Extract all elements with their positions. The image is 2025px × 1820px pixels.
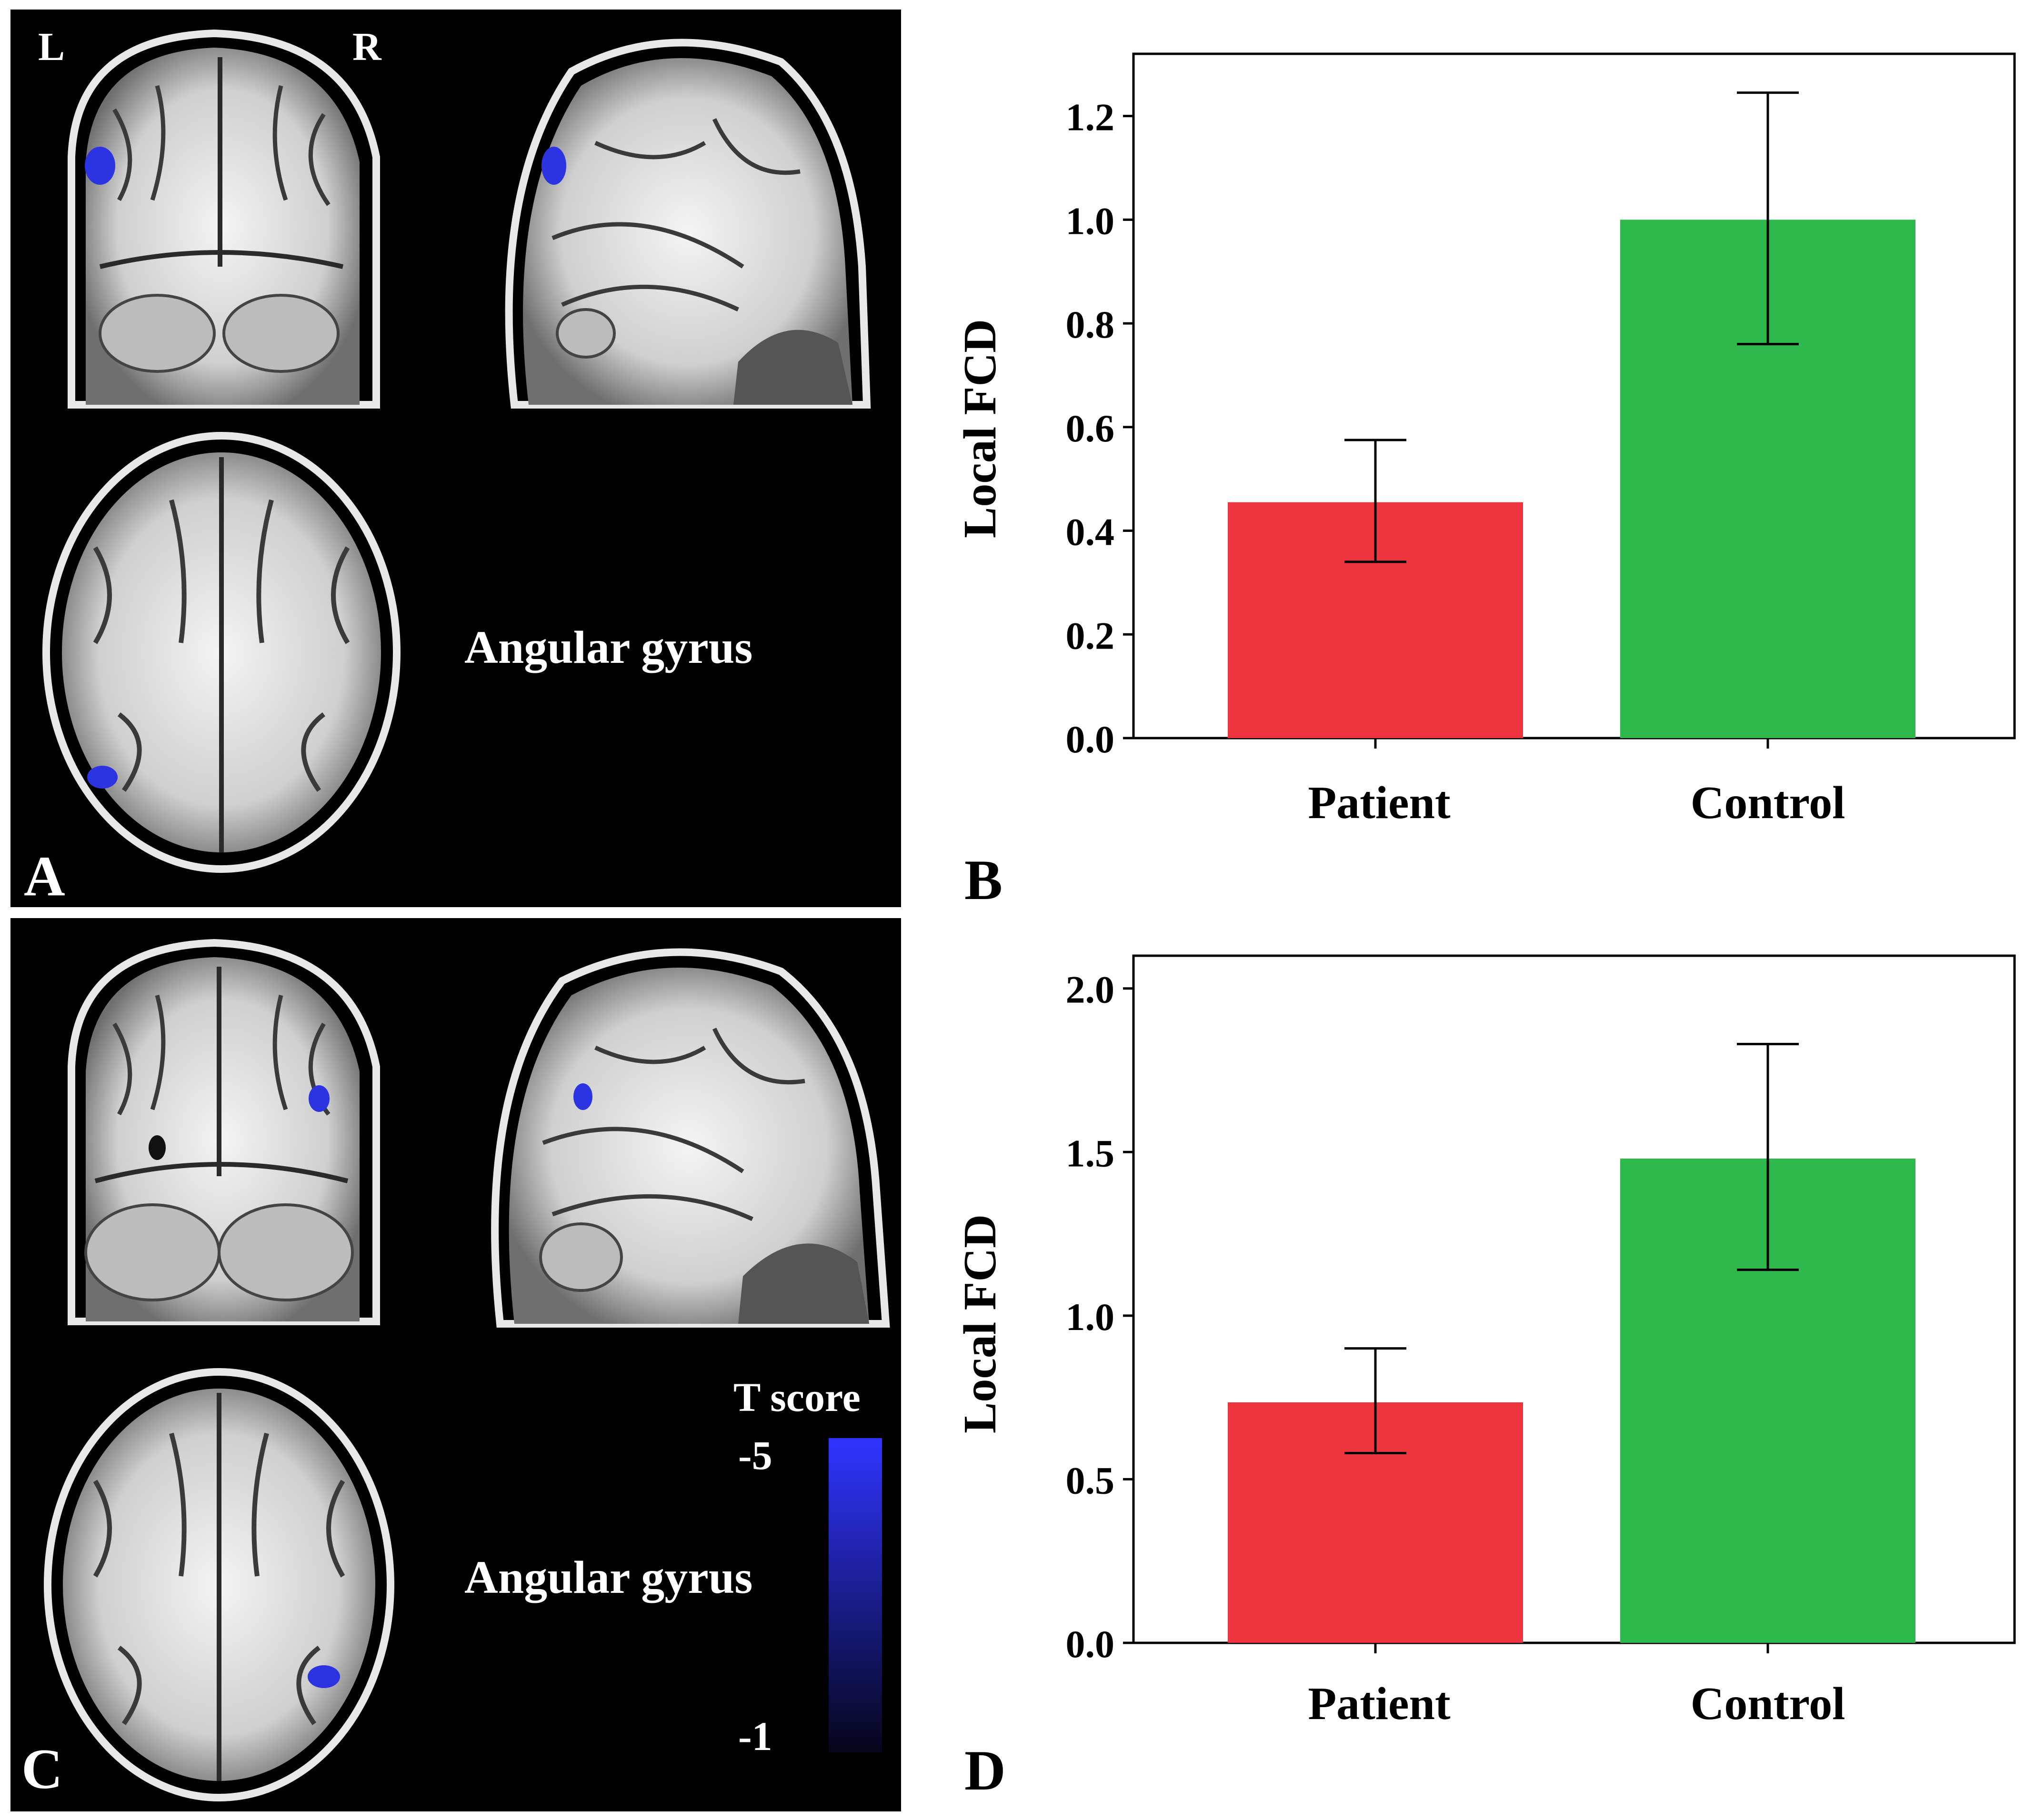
activation-blob xyxy=(85,147,115,185)
chart-b-category-patient: Patient xyxy=(1308,777,1451,829)
y-tick-label: 0.2 xyxy=(1066,614,1115,657)
axial-slice-a xyxy=(42,432,401,873)
region-label-c: Angular gyrus xyxy=(464,1552,752,1603)
panel-a: L R Angular gyrus A xyxy=(10,10,901,908)
y-tick-label: 0.0 xyxy=(1066,1622,1115,1666)
colorbar-title: T score xyxy=(733,1374,861,1420)
region-label-a: Angular gyrus xyxy=(464,622,752,673)
chart-d-category-patient: Patient xyxy=(1308,1678,1451,1730)
y-tick-label: 2.0 xyxy=(1066,968,1115,1011)
activation-blob xyxy=(309,1085,330,1112)
chart-d-category-control: Control xyxy=(1691,1678,1845,1730)
chart-b-ylabel: Local FCD xyxy=(954,319,1006,538)
panel-letter-c: C xyxy=(21,1737,63,1800)
panel-c: Angular gyrus T score -5 -1 C xyxy=(10,918,901,1811)
colorbar-gradient xyxy=(829,1438,882,1752)
colorbar-max-label: -5 xyxy=(738,1432,772,1478)
orientation-left-label: L xyxy=(38,25,65,69)
y-tick-label: 0.8 xyxy=(1066,303,1115,346)
y-tick-label: 0.0 xyxy=(1066,718,1115,761)
y-tick-label: 0.5 xyxy=(1066,1459,1115,1502)
chart-d-plot-frame xyxy=(1132,954,2016,1644)
chart-d-ylabel: Local FCD xyxy=(954,1214,1006,1433)
panel-letter-b: B xyxy=(964,848,1002,911)
y-tick-label: 1.5 xyxy=(1066,1131,1115,1175)
chart-b: Local FCD 0.00.20.40.60.81.01.2 Patient … xyxy=(954,52,2016,911)
chart-d: Local FCD 0.0 0.5 1.0 1.5 2.0 Patient Contro… xyxy=(954,954,2016,1802)
activation-blob xyxy=(87,766,118,789)
sagittal-slice-a xyxy=(505,39,871,409)
chart-b-bars xyxy=(1228,91,1915,749)
sagittal-slice-c xyxy=(491,948,890,1328)
y-tick-label: 0.6 xyxy=(1066,407,1115,450)
activation-blob xyxy=(308,1665,340,1688)
activation-blob xyxy=(541,147,566,185)
y-tick-label: 0.4 xyxy=(1066,510,1115,554)
coronal-slice-c xyxy=(68,939,380,1325)
y-tick-label: 1.0 xyxy=(1066,199,1115,242)
chart-b-category-control: Control xyxy=(1691,777,1845,829)
axial-slice-c xyxy=(44,1368,394,1801)
chart-b-ticks: 0.0 0.2 0.4 0.6 0.8 1.0 1.2 xyxy=(1066,96,1133,761)
y-tick-label: 1.2 xyxy=(1066,96,1115,139)
panel-letter-a: A xyxy=(24,844,65,908)
coronal-slice-a xyxy=(68,29,380,409)
y-tick-label: 1.0 xyxy=(1066,1295,1115,1339)
colorbar-min-label: -1 xyxy=(738,1713,772,1759)
t-score-colorbar: T score -5 -1 xyxy=(733,1374,882,1759)
orientation-right-label: R xyxy=(352,25,382,69)
chart-d-bars xyxy=(1228,1043,1915,1653)
activation-blob xyxy=(573,1083,592,1110)
chart-d-ticks: 0.0 0.5 1.0 1.5 2.0 xyxy=(1066,968,1133,1666)
panel-letter-d: D xyxy=(964,1739,1006,1802)
chart-b-plot-frame xyxy=(1132,52,2016,740)
